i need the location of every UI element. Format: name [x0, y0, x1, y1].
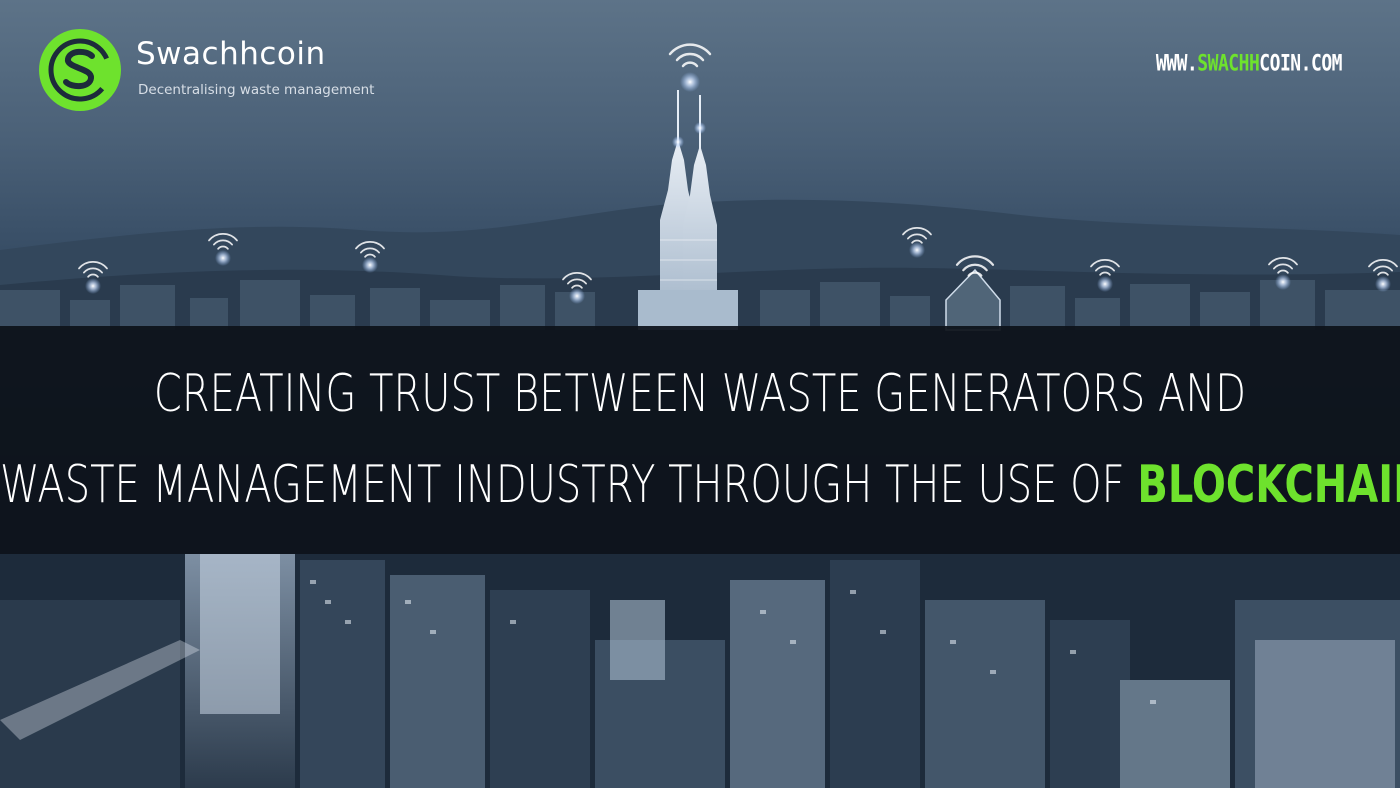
wifi-signal-icon [78, 43, 1398, 289]
headline-line-2: WASTE MANAGEMENT INDUSTRY THROUGH THE US… [0, 455, 1400, 515]
headline-banner [0, 326, 1400, 554]
url-suffix: COIN.COM [1259, 50, 1342, 77]
signal-nodes [85, 72, 1391, 304]
url-prefix: WWW. [1155, 50, 1198, 77]
brand-tagline: Decentralising waste management [138, 82, 375, 98]
swachhcoin-logo-icon [39, 29, 121, 111]
brand-name: Swachhcoin [136, 36, 326, 72]
headline-accent-word: BLOCKCHAIN [1137, 455, 1400, 515]
url-highlight: SWACHH [1197, 50, 1260, 77]
website-url[interactable]: WWW.SWACHHCOIN.COM [1155, 50, 1343, 77]
headline-line-1: CREATING TRUST BETWEEN WASTE GENERATORS … [153, 364, 1247, 424]
lower-city [0, 554, 1400, 788]
twin-towers [638, 90, 738, 330]
far-skyline [0, 280, 1400, 330]
headline-line-2-text: WASTE MANAGEMENT INDUSTRY THROUGH THE US… [0, 455, 1138, 515]
